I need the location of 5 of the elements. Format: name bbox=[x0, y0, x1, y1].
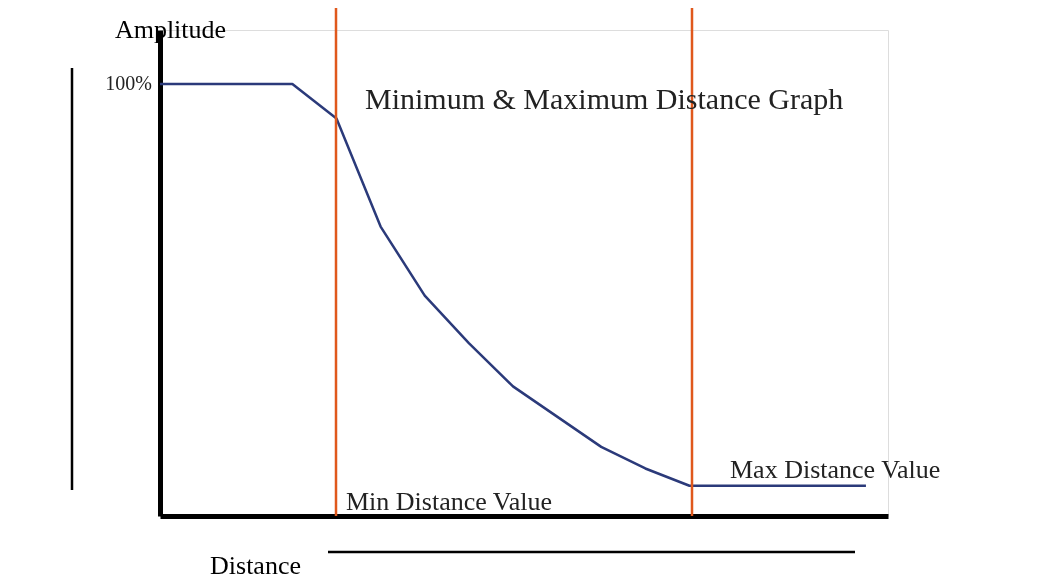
text: 100% bbox=[105, 72, 152, 94]
x-axis-title: Distance bbox=[210, 550, 301, 574]
annotation: Min Distance Value bbox=[346, 487, 553, 516]
annotation: Max Distance Value bbox=[730, 455, 941, 484]
y-axis-title: Amplitude bbox=[114, 14, 227, 44]
